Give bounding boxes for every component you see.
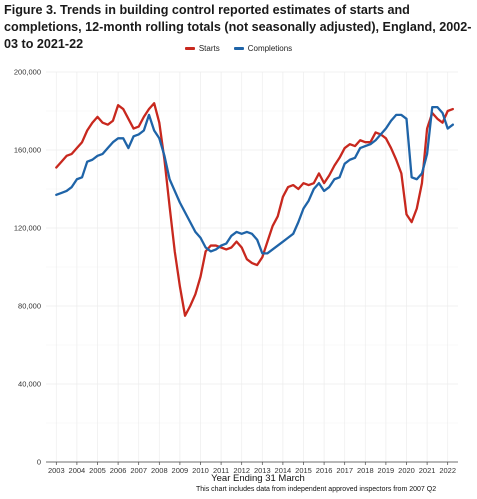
x-tick-label: 2008 <box>151 466 168 475</box>
series-line-completions <box>55 105 454 255</box>
x-tick-label: 2005 <box>89 466 106 475</box>
series-lines <box>55 102 454 317</box>
chart-title: Figure 3. Trends in building control rep… <box>4 3 472 51</box>
legend-item-completions: Completions <box>233 44 293 53</box>
x-tick-label: 2014 <box>275 466 292 475</box>
x-tick-label: 2021 <box>419 466 436 475</box>
x-tick-label: 2004 <box>69 466 86 475</box>
x-tick-label: 2006 <box>110 466 127 475</box>
x-tick-label: 2003 <box>48 466 65 475</box>
series-line-starts <box>55 102 454 317</box>
gridlines <box>46 71 458 463</box>
y-tick-label: 200,000 <box>14 68 41 77</box>
x-tick-label: 2010 <box>192 466 209 475</box>
chart-legend: Starts Completions <box>0 44 477 53</box>
y-tick-label: 40,000 <box>18 380 41 389</box>
legend-swatch-starts <box>184 47 195 50</box>
legend-label-completions: Completions <box>247 44 293 53</box>
legend-label-starts: Starts <box>198 44 220 53</box>
footnote: This chart includes data from independen… <box>196 486 437 493</box>
x-tick-label: 2015 <box>295 466 312 475</box>
x-tick-label: 2017 <box>336 466 353 475</box>
x-tick-label: 2007 <box>130 466 147 475</box>
x-tick-label: 2019 <box>378 466 395 475</box>
x-tick-label: 2013 <box>254 466 271 475</box>
y-tick-label: 80,000 <box>18 302 41 311</box>
legend-swatch-completions <box>233 47 244 50</box>
legend-item-starts: Starts <box>184 44 220 53</box>
axes: 0 40,000 80,000 120,000 160,000 200,000 2003 20… <box>14 68 458 475</box>
x-tick-label: 2011 <box>213 466 229 475</box>
x-tick-label: 2022 <box>439 466 456 475</box>
y-tick-label: 160,000 <box>14 146 41 155</box>
x-tick-label: 2012 <box>233 466 250 475</box>
x-tick-label: 2018 <box>357 466 374 475</box>
y-tick-label: 120,000 <box>14 224 41 233</box>
x-tick-label: 2009 <box>172 466 189 475</box>
x-tick-label: 2016 <box>316 466 333 475</box>
y-tick-label: 0 <box>37 458 41 467</box>
x-axis-title: Year Ending 31 March <box>211 473 305 484</box>
x-tick-label: 2020 <box>398 466 415 475</box>
